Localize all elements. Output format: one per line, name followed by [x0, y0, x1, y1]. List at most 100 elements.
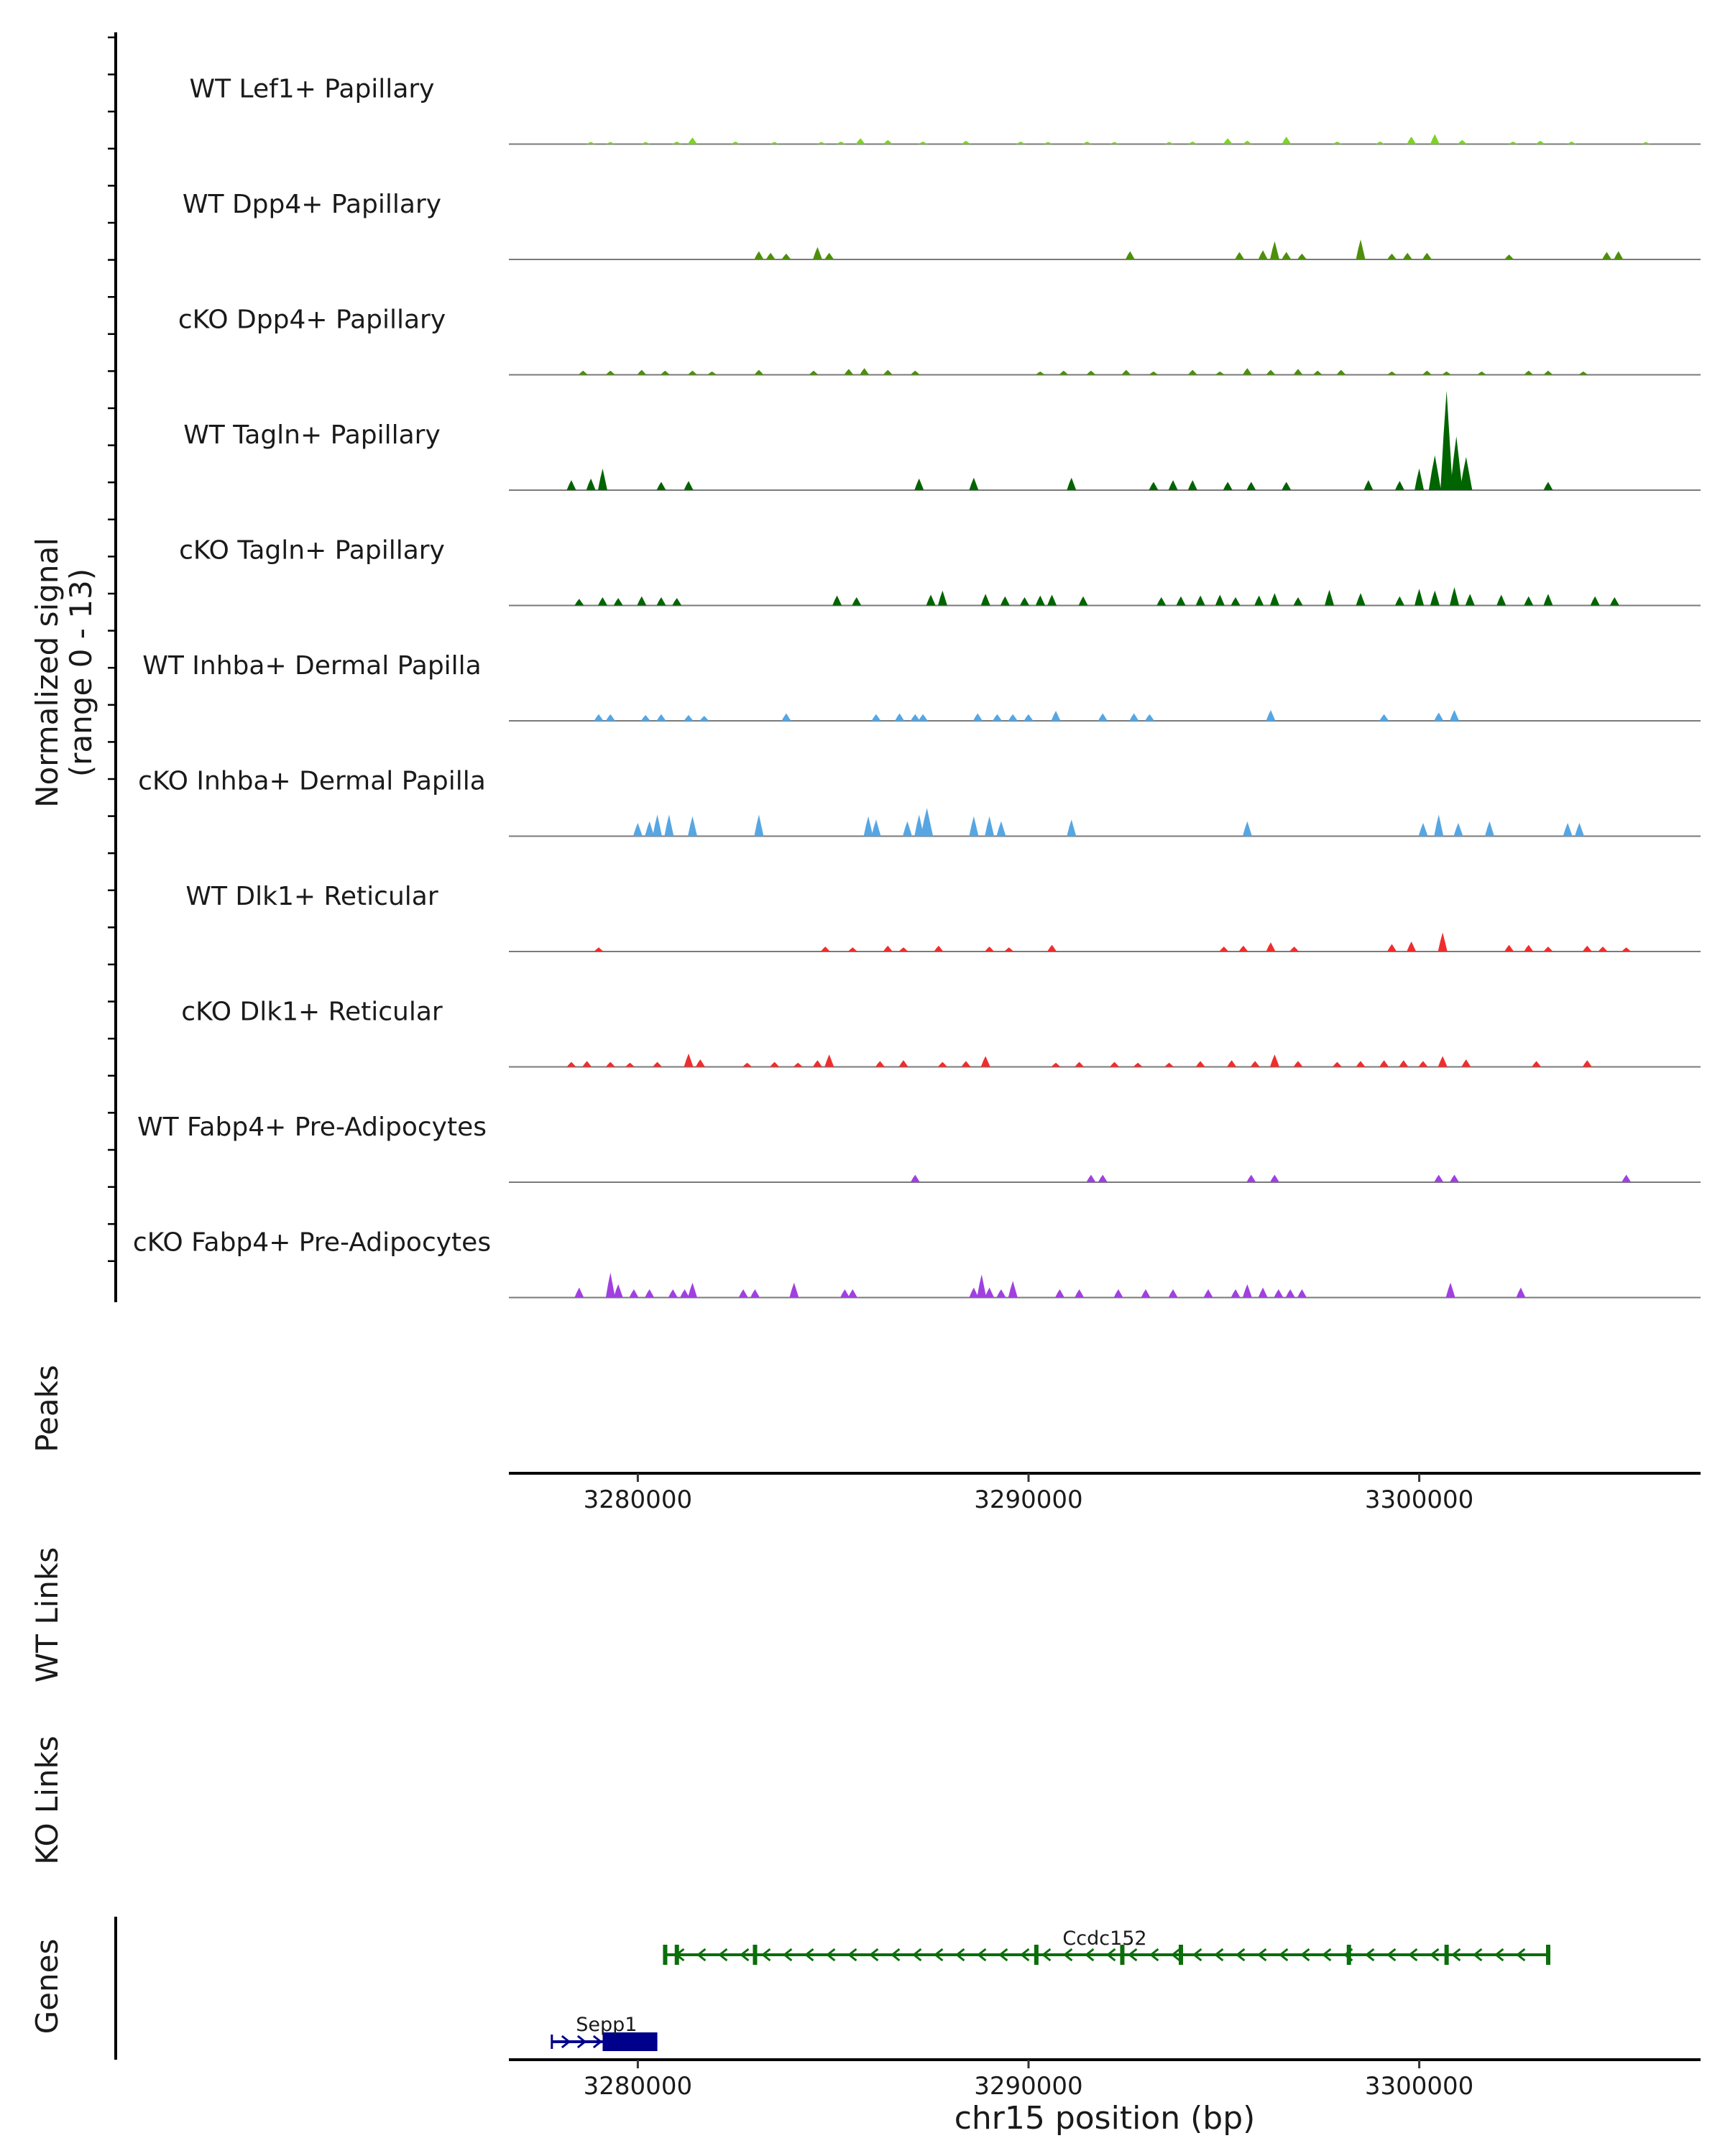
signal-peak: [1086, 370, 1096, 375]
x-tick-label: 3300000: [1365, 2072, 1473, 2101]
strand-chevron: [1063, 1948, 1073, 1962]
signal-peak: [1274, 1289, 1284, 1298]
strand-chevron: [912, 1948, 922, 1962]
signal-peak: [1293, 596, 1303, 606]
signal-peak: [898, 1060, 908, 1067]
signal-peak: [637, 596, 647, 606]
signal-peak: [594, 714, 604, 721]
signal-peak: [1461, 1059, 1471, 1067]
signal-peak: [566, 1061, 576, 1067]
signal-peak: [816, 142, 827, 144]
signal-peak: [1484, 821, 1494, 837]
signal-peak: [1418, 1061, 1428, 1067]
signal-peak: [754, 369, 764, 375]
signal-peak: [1532, 1061, 1542, 1067]
x-tick-label: 3280000: [584, 2072, 692, 2101]
signal-peak: [809, 370, 819, 375]
track-label: WT Inhba+ Dermal Papilla: [142, 651, 481, 681]
signal-peak: [605, 370, 615, 375]
signal-peak: [1418, 823, 1428, 837]
signal-peak: [1269, 241, 1279, 259]
signal-peak: [605, 142, 615, 144]
genes-x-ticks: 3280000 3290000 3300000: [584, 2060, 1473, 2101]
track-label: WT Dpp4+ Papillary: [183, 190, 441, 219]
signal-peak: [836, 142, 846, 144]
track-label: cKO Dpp4+ Papillary: [178, 305, 446, 335]
signal-peak: [629, 1289, 639, 1298]
signal-peak: [914, 478, 924, 490]
signal-peak: [574, 1287, 584, 1298]
signal-peak: [1422, 370, 1432, 375]
signal-peak: [844, 369, 854, 375]
signal-peak: [687, 137, 697, 144]
signal-peak: [1047, 944, 1057, 952]
signal-peak: [1047, 594, 1057, 606]
signal-peak: [902, 821, 912, 837]
strand-chevron: [1408, 1948, 1418, 1962]
signal-peak: [1075, 1061, 1085, 1067]
strand-chevron: [1020, 1948, 1030, 1962]
signal-peak: [847, 947, 857, 952]
strand-chevron: [1451, 1948, 1461, 1962]
signal-peak: [613, 1284, 623, 1298]
strand-chevron: [826, 1948, 836, 1962]
strand-chevron: [998, 1948, 1008, 1962]
signal-peak: [1098, 713, 1108, 721]
signal-peak: [993, 714, 1003, 721]
strand-chevron: [576, 2035, 587, 2049]
signal-peak: [597, 596, 607, 606]
gene-label: Sepp1: [576, 2014, 637, 2036]
signal-peak: [582, 1061, 592, 1067]
gene-exon: [602, 2032, 658, 2051]
strand-chevron: [1365, 1948, 1375, 1962]
signal-peak: [1430, 590, 1440, 606]
signal-peak: [605, 714, 615, 721]
signal-peak: [1356, 593, 1366, 606]
signal-peak: [1609, 596, 1619, 606]
signal-peak: [594, 947, 604, 952]
signal-peak: [824, 252, 834, 259]
signal-peak: [1230, 1289, 1241, 1298]
track: WT Lef1+ Papillary: [190, 75, 1701, 145]
signal-peak: [632, 823, 643, 837]
strand-chevron: [1473, 1948, 1483, 1962]
signal-peak: [914, 814, 924, 837]
signal-peak: [937, 1061, 947, 1067]
signal-peak: [1067, 819, 1077, 837]
signal-peak: [1434, 814, 1444, 837]
signal-peak: [1219, 946, 1229, 952]
signal-peak: [1266, 369, 1276, 375]
signal-peak: [1121, 369, 1131, 375]
signal-peak: [985, 946, 995, 952]
signal-peak: [1187, 142, 1197, 144]
signal-peak: [699, 716, 709, 721]
strand-chevron: [1106, 1948, 1116, 1962]
signal-peak: [1227, 1060, 1237, 1067]
wt-links-label: WT Links: [29, 1547, 65, 1682]
signal-peak: [1129, 713, 1139, 721]
signal-peak: [687, 370, 697, 375]
signal-peak: [969, 477, 979, 490]
signal-peak: [847, 1289, 857, 1298]
signal-peak: [1113, 1289, 1123, 1298]
signal-peak: [863, 816, 873, 837]
signal-peak: [1258, 1287, 1268, 1298]
strand-chevron: [1041, 1948, 1052, 1962]
y-axis-label-line2: (range 0 - 13): [63, 568, 98, 777]
signal-peak: [664, 814, 674, 837]
signal-peak: [1269, 593, 1279, 606]
signal-peak: [1246, 482, 1256, 490]
track: WT Dpp4+ Papillary: [183, 190, 1701, 260]
strand-chevron: [891, 1948, 901, 1962]
x-tick-label: 3290000: [974, 1485, 1082, 1514]
signal-peak: [750, 1289, 760, 1298]
ko-links-label: KO Links: [29, 1736, 65, 1865]
signal-peak: [1325, 589, 1335, 606]
signal-peak: [1176, 596, 1186, 606]
strand-chevron: [1300, 1948, 1310, 1962]
strand-chevron: [1516, 1948, 1526, 1962]
signal-peak: [1254, 595, 1264, 606]
signal-peak: [1110, 142, 1120, 144]
signal-peak: [1428, 455, 1441, 490]
